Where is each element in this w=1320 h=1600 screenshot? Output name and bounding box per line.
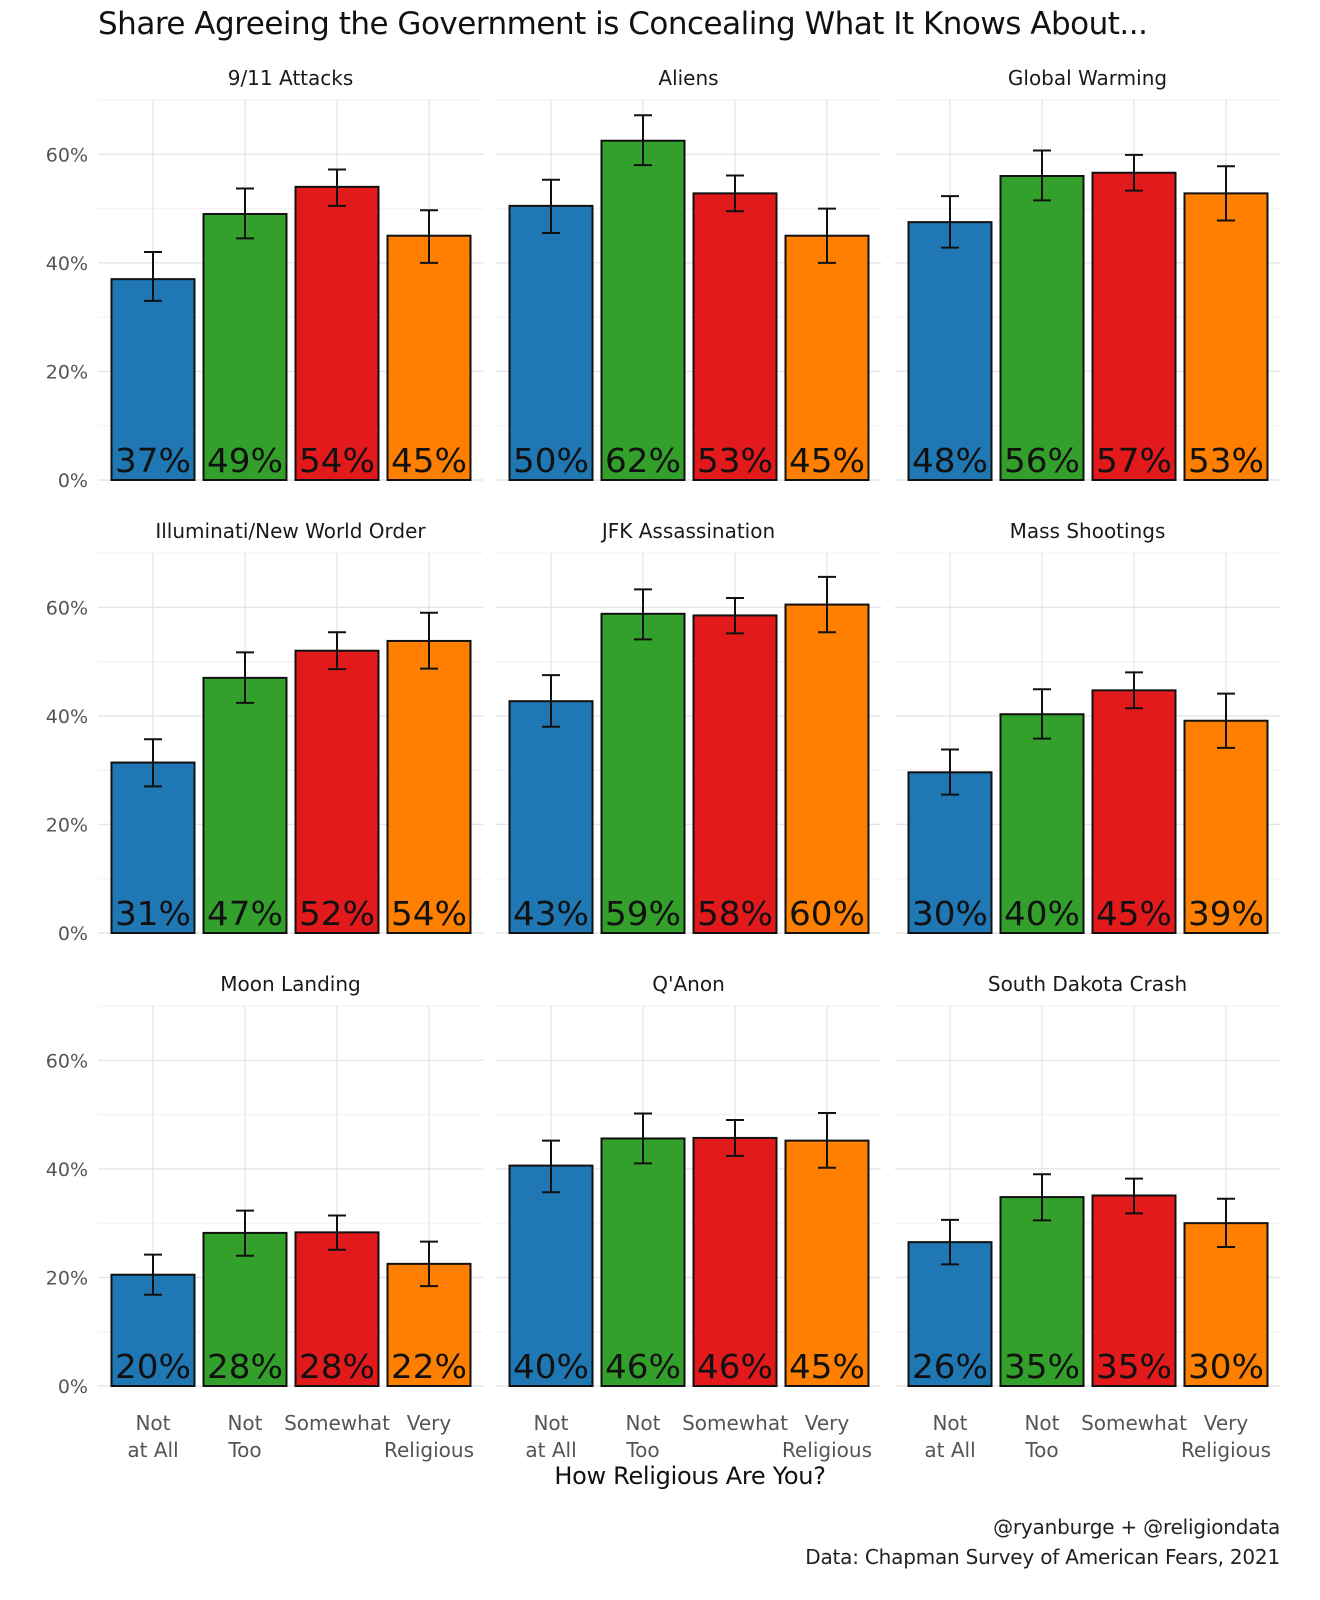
caption-source: Data: Chapman Survey of American Fears, … (805, 1545, 1280, 1569)
data-label: 28% (207, 1347, 283, 1386)
bar-global-warming-2 (1091, 171, 1177, 481)
x-tick-label: Very Religious (384, 1411, 474, 1462)
data-label: 47% (207, 894, 283, 933)
data-label: 43% (513, 894, 589, 933)
data-label: 62% (605, 441, 681, 480)
y-tick-label: 60% (46, 1050, 88, 1072)
data-label: 35% (1096, 1347, 1172, 1386)
y-tick-label: 0% (58, 1376, 88, 1398)
data-label: 48% (912, 441, 988, 480)
data-label: 30% (1188, 1347, 1264, 1386)
bar-aliens-2 (692, 192, 778, 481)
data-label: 30% (912, 894, 988, 933)
y-tick-label: 40% (46, 706, 88, 728)
bar-q-anon-3 (784, 1139, 870, 1387)
y-tick-label: 60% (46, 144, 88, 166)
bar-9-11-attacks-0 (110, 278, 196, 481)
bar-mass-shootings-0 (907, 771, 993, 934)
data-label: 37% (115, 441, 191, 480)
panel-title-global-warming: Global Warming (1008, 66, 1167, 90)
data-label: 26% (912, 1347, 988, 1386)
data-label: 56% (1004, 441, 1080, 480)
bar-illuminati-new-world-order-2 (294, 649, 380, 934)
data-label: 22% (391, 1347, 467, 1386)
x-tick-label: Not Too (625, 1411, 660, 1462)
panel-title-south-dakota-crash: South Dakota Crash (988, 972, 1187, 996)
x-tick-label: Somewhat (1081, 1411, 1187, 1435)
x-tick-label: Not Too (227, 1411, 262, 1462)
bar-moon-landing-1 (202, 1231, 288, 1388)
bar-global-warming-1 (999, 175, 1085, 481)
x-axis-label: How Religious Are You? (554, 1462, 826, 1490)
data-label: 53% (697, 441, 773, 480)
x-tick-label: Not at All (924, 1411, 975, 1462)
bar-illuminati-new-world-order-1 (202, 676, 288, 934)
bar-jfk-assassination-3 (784, 603, 870, 934)
x-tick-label: Somewhat (284, 1411, 390, 1435)
bar-mass-shootings-2 (1091, 689, 1177, 934)
data-label: 60% (789, 894, 865, 933)
bar-q-anon-1 (600, 1137, 686, 1388)
bar-9-11-attacks-2 (294, 185, 380, 481)
y-tick-label: 0% (58, 923, 88, 945)
data-label: 40% (513, 1347, 589, 1386)
bar-aliens-1 (600, 139, 686, 481)
y-tick-label: 0% (58, 470, 88, 492)
data-label: 53% (1188, 441, 1264, 480)
y-tick-label: 40% (46, 1159, 88, 1181)
bar-jfk-assassination-2 (692, 614, 778, 935)
y-tick-label: 40% (46, 253, 88, 275)
bar-south-dakota-crash-3 (1183, 1222, 1269, 1387)
bar-q-anon-2 (692, 1136, 778, 1388)
data-label: 52% (299, 894, 375, 933)
bar-mass-shootings-1 (999, 713, 1085, 934)
panel-title-mass-shootings: Mass Shootings (1010, 519, 1166, 543)
x-tick-label: Very Religious (1181, 1411, 1271, 1462)
x-tick-label: Not Too (1024, 1411, 1059, 1462)
data-label: 35% (1004, 1347, 1080, 1386)
x-tick-label: Somewhat (682, 1411, 788, 1435)
y-tick-label: 60% (46, 597, 88, 619)
data-label: 45% (789, 1347, 865, 1386)
bar-illuminati-new-world-order-3 (386, 639, 472, 934)
data-label: 28% (299, 1347, 375, 1386)
bar-illuminati-new-world-order-0 (110, 761, 196, 934)
panel-title-9-11-attacks: 9/11 Attacks (228, 66, 354, 90)
data-label: 45% (789, 441, 865, 480)
x-tick-label: Very Religious (782, 1411, 872, 1462)
data-label: 54% (391, 894, 467, 933)
bar-global-warming-3 (1183, 192, 1269, 481)
y-tick-label: 20% (46, 1267, 88, 1289)
bar-jfk-assassination-1 (600, 612, 686, 934)
data-label: 45% (391, 441, 467, 480)
data-label: 45% (1096, 894, 1172, 933)
data-label: 50% (513, 441, 589, 480)
caption-credit: @ryanburge + @religiondata (993, 1515, 1280, 1539)
data-label: 20% (115, 1347, 191, 1386)
panel-title-illuminati-new-world-order: Illuminati/New World Order (155, 519, 426, 543)
panel-title-moon-landing: Moon Landing (220, 972, 360, 996)
data-label: 49% (207, 441, 283, 480)
panel-title-aliens: Aliens (658, 66, 718, 90)
bar-aliens-0 (508, 204, 594, 481)
data-label: 39% (1188, 894, 1264, 933)
data-label: 31% (115, 894, 191, 933)
data-label: 46% (697, 1347, 773, 1386)
data-label: 57% (1096, 441, 1172, 480)
x-tick-label: Not at All (525, 1411, 576, 1462)
panel-title-jfk-assassination: JFK Assassination (600, 519, 775, 543)
y-tick-label: 20% (46, 814, 88, 836)
data-label: 59% (605, 894, 681, 933)
data-label: 54% (299, 441, 375, 480)
chart-title: Share Agreeing the Government is Conceal… (98, 6, 1148, 42)
panel-title-q-anon: Q'Anon (652, 972, 725, 996)
y-tick-label: 20% (46, 361, 88, 383)
x-tick-label: Not at All (127, 1411, 178, 1462)
data-label: 40% (1004, 894, 1080, 933)
bar-moon-landing-2 (294, 1231, 380, 1388)
data-label: 58% (697, 894, 773, 933)
data-label: 46% (605, 1347, 681, 1386)
bar-mass-shootings-3 (1183, 719, 1269, 934)
